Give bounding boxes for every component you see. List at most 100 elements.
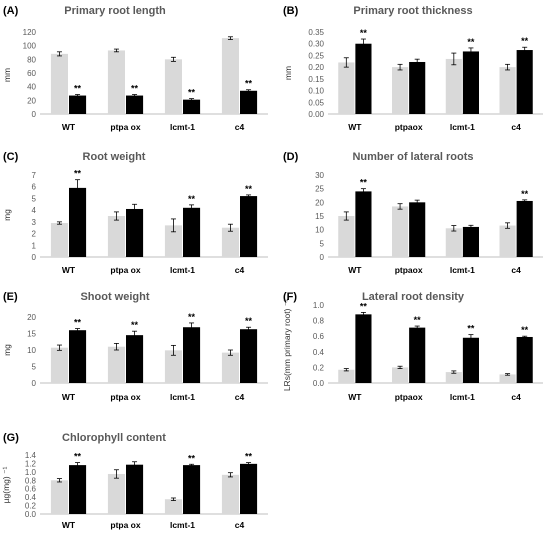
significance-marker: ** <box>74 84 82 94</box>
y-tick-label: 0.00 <box>308 110 324 119</box>
bar <box>516 50 533 114</box>
y-tick-label: 10 <box>315 226 324 235</box>
bar <box>126 95 144 114</box>
significance-marker: ** <box>245 316 253 326</box>
bar <box>355 314 372 383</box>
category-label: ptpaox <box>395 265 423 275</box>
bar <box>240 90 258 114</box>
bar <box>221 474 239 514</box>
bar <box>338 62 355 114</box>
significance-marker: ** <box>245 184 253 194</box>
panel-label: (B) <box>283 5 299 17</box>
y-axis-label: mm <box>2 68 12 82</box>
bar <box>126 335 144 383</box>
y-tick-label: 20 <box>27 313 36 322</box>
bar <box>499 374 516 383</box>
bar <box>338 216 355 257</box>
y-tick-label: 1.2 <box>25 459 37 468</box>
y-tick-label: 20 <box>315 198 324 207</box>
y-tick-label: 0 <box>32 379 37 388</box>
y-tick-label: 30 <box>315 171 324 180</box>
y-tick-label: 0.6 <box>313 332 325 341</box>
category-label: lcmt-1 <box>170 265 195 275</box>
bar <box>409 202 426 257</box>
significance-marker: ** <box>74 452 82 462</box>
chart-title: Chlorophyll content <box>62 432 166 444</box>
y-tick-label: 1.0 <box>25 468 37 477</box>
category-label: c4 <box>511 122 521 132</box>
panel-label: (A) <box>3 5 19 17</box>
y-tick-label: 0.0 <box>25 510 37 519</box>
chart-title: Lateral root density <box>362 291 465 303</box>
y-tick-label: 0.4 <box>25 493 37 502</box>
y-tick-label: 5 <box>32 363 37 372</box>
category-label: c4 <box>235 392 245 402</box>
y-tick-label: 15 <box>27 330 36 339</box>
bar <box>409 61 426 114</box>
bar <box>221 352 239 383</box>
bar <box>355 43 372 114</box>
y-tick-label: 0.8 <box>25 476 37 485</box>
bar <box>69 330 87 383</box>
panel-label: (F) <box>283 291 297 303</box>
y-tick-label: 0 <box>32 110 37 119</box>
y-tick-label: 0.0 <box>313 379 325 388</box>
category-label: WT <box>348 265 362 275</box>
y-tick-label: 5 <box>320 239 325 248</box>
y-tick-label: 1 <box>32 241 37 250</box>
bar <box>240 329 258 383</box>
bar <box>516 200 533 257</box>
significance-marker: ** <box>360 178 368 188</box>
y-tick-label: 0.20 <box>308 63 324 72</box>
bar <box>69 187 87 257</box>
y-tick-label: 2 <box>32 230 37 239</box>
significance-marker: ** <box>467 324 475 334</box>
significance-marker: ** <box>245 452 253 462</box>
significance-marker: ** <box>414 315 422 325</box>
bar <box>221 38 239 114</box>
bar <box>445 228 462 257</box>
significance-marker: ** <box>188 194 196 204</box>
category-label: ptpaox <box>395 122 423 132</box>
category-label: WT <box>348 122 362 132</box>
bar <box>107 216 125 257</box>
category-label: c4 <box>235 122 245 132</box>
bar <box>107 473 125 514</box>
panel-label: (C) <box>3 151 19 163</box>
bar <box>392 67 409 114</box>
bar <box>221 227 239 257</box>
category-label: WT <box>62 265 76 275</box>
y-tick-label: 0 <box>32 253 37 262</box>
y-tick-label: 0.8 <box>313 317 325 326</box>
y-tick-label: 40 <box>27 83 36 92</box>
bar <box>164 225 182 257</box>
bar <box>240 463 258 514</box>
chart-title: Shoot weight <box>80 291 149 303</box>
y-tick-label: 15 <box>315 212 324 221</box>
panel-label: (D) <box>283 151 299 163</box>
category-label: lcmt-1 <box>450 392 475 402</box>
category-label: lcmt-1 <box>450 265 475 275</box>
bar <box>462 226 479 257</box>
significance-marker: ** <box>521 189 529 199</box>
significance-marker: ** <box>521 36 529 46</box>
category-label: ptpa ox <box>110 392 140 402</box>
bar <box>499 225 516 257</box>
y-tick-label: 60 <box>27 69 36 78</box>
y-tick-label: 6 <box>32 183 37 192</box>
y-tick-label: 1.4 <box>25 451 37 460</box>
y-tick-label: 0.2 <box>313 363 325 372</box>
y-tick-label: 0.4 <box>313 348 325 357</box>
bar <box>338 369 355 383</box>
bar <box>50 347 68 383</box>
bar <box>183 99 201 114</box>
chart-title: Number of lateral roots <box>352 151 473 163</box>
y-axis-label: µg(mg) ⁻¹ <box>1 466 11 503</box>
category-label: lcmt-1 <box>170 392 195 402</box>
significance-marker: ** <box>360 301 368 311</box>
significance-marker: ** <box>74 169 82 179</box>
y-axis-label: LRs(mm primary root) ⁻¹ <box>282 299 292 391</box>
y-tick-label: 0.25 <box>308 51 324 60</box>
bar <box>462 51 479 114</box>
